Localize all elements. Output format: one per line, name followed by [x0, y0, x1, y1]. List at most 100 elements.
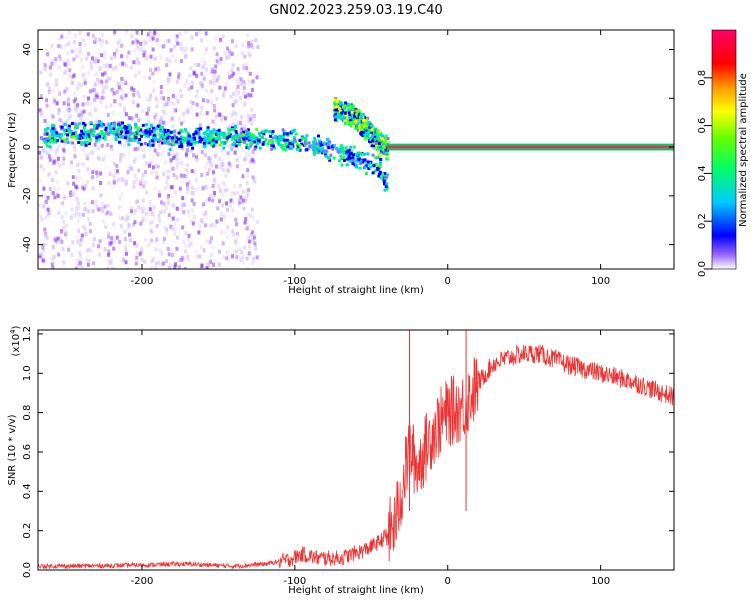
- heatmap-cell: [50, 132, 54, 136]
- heatmap-cell: [205, 266, 209, 269]
- heatmap-cell: [334, 115, 338, 119]
- heatmap-cell: [248, 213, 252, 218]
- heatmap-cell: [115, 169, 119, 174]
- heatmap-cell: [87, 152, 91, 156]
- heatmap-cell: [360, 118, 363, 122]
- heatmap-cell: [324, 154, 328, 158]
- heatmap-cell: [211, 223, 215, 228]
- heatmap-cell: [159, 115, 163, 120]
- heatmap-cell: [128, 116, 132, 120]
- heatmap-cell: [115, 179, 119, 183]
- heatmap-cell: [371, 153, 375, 157]
- colorbar-ticks: 0.00.20.40.60.8: [697, 70, 712, 277]
- heatmap-cell: [142, 53, 146, 58]
- heatmap-cell: [184, 141, 188, 146]
- heatmap-cell: [215, 97, 219, 101]
- heatmap-cell: [249, 93, 253, 98]
- heatmap-cell: [190, 139, 194, 144]
- heatmap-cell: [76, 258, 80, 263]
- heatmap-cell: [46, 52, 50, 57]
- heatmap-cell: [331, 145, 335, 149]
- heatmap-cell: [234, 93, 238, 98]
- heatmap-cell: [127, 222, 131, 227]
- heatmap-cell: [367, 120, 371, 124]
- heatmap-cell: [64, 229, 68, 234]
- heatmap-cell: [295, 143, 299, 147]
- heatmap-cell: [363, 152, 367, 156]
- heatmap-cell: [240, 137, 244, 140]
- heatmap-cell: [77, 214, 81, 219]
- heatmap-cell: [245, 134, 249, 138]
- heatmap-cell: [377, 145, 381, 149]
- heatmap-cell: [333, 98, 337, 102]
- heatmap-cell: [205, 161, 209, 166]
- heatmap-cell: [42, 167, 46, 172]
- heatmap-cell: [291, 129, 294, 133]
- heatmap-cell: [240, 51, 244, 56]
- heatmap-cell: [183, 83, 187, 88]
- heatmap-cell: [75, 86, 79, 91]
- heatmap-cell: [182, 210, 186, 215]
- heatmap-cell: [245, 138, 249, 142]
- heatmap-cell: [62, 156, 66, 161]
- snr-x-tick-label: -200: [131, 576, 154, 587]
- heatmap-cell: [61, 247, 65, 252]
- heatmap-cell: [151, 220, 155, 224]
- heatmap-cell: [184, 129, 188, 133]
- heatmap-cell: [48, 187, 52, 191]
- heatmap-cell: [360, 132, 363, 136]
- heatmap-cell: [101, 219, 105, 224]
- heatmap-cell: [338, 102, 342, 106]
- heatmap-cell: [96, 133, 100, 137]
- heatmap-cell: [50, 43, 54, 48]
- heatmap-cell: [190, 35, 194, 40]
- heatmap-cell: [234, 217, 238, 222]
- heatmap-cell: [324, 149, 328, 153]
- heatmap-cell: [124, 134, 128, 138]
- heatmap-cell: [243, 220, 247, 225]
- heatmap-cell: [118, 62, 122, 67]
- heatmap-cell: [205, 111, 209, 116]
- heatmap-cell: [60, 125, 64, 129]
- heatmap-cell: [305, 148, 309, 152]
- heatmap-cell: [93, 237, 97, 242]
- heatmap-cell: [217, 132, 221, 136]
- heatmap-cell: [273, 146, 277, 150]
- heatmap-cell: [200, 71, 204, 76]
- heatmap-cell: [187, 87, 191, 92]
- heatmap-cell: [69, 216, 73, 220]
- heatmap-cell: [356, 122, 360, 126]
- heatmap-cell: [53, 134, 57, 138]
- heatmap-cell: [77, 169, 81, 173]
- heatmap-cell: [39, 70, 43, 75]
- heatmap-cell: [100, 209, 104, 214]
- heatmap-cell: [252, 116, 256, 121]
- heatmap-cell: [336, 105, 339, 108]
- heatmap-x-tick-label: 100: [591, 276, 610, 287]
- heatmap-cell: [244, 94, 247, 99]
- heatmap-cell: [146, 32, 150, 37]
- heatmap-cell: [220, 117, 224, 122]
- heatmap-cell: [53, 187, 57, 191]
- heatmap-cell: [251, 230, 255, 235]
- heatmap-cell: [378, 143, 382, 147]
- heatmap-cell: [340, 115, 344, 119]
- heatmap-cell: [191, 191, 195, 196]
- heatmap-cell: [250, 114, 254, 119]
- heatmap-cell: [45, 98, 49, 103]
- heatmap-cell: [148, 161, 152, 166]
- heatmap-cell: [69, 135, 73, 139]
- heatmap-cell: [209, 137, 213, 140]
- heatmap-cell: [207, 262, 211, 267]
- heatmap-cell: [45, 50, 49, 54]
- heatmap-cell: [172, 101, 176, 106]
- heatmap-cell: [138, 145, 142, 150]
- heatmap-cell: [104, 155, 107, 160]
- heatmap-cell: [140, 109, 144, 114]
- heatmap-cell: [245, 145, 249, 149]
- heatmap-cell: [95, 126, 99, 130]
- heatmap-cell: [116, 178, 120, 182]
- heatmap-cell: [123, 79, 127, 84]
- heatmap-cell: [159, 262, 162, 267]
- heatmap-cell: [385, 151, 388, 155]
